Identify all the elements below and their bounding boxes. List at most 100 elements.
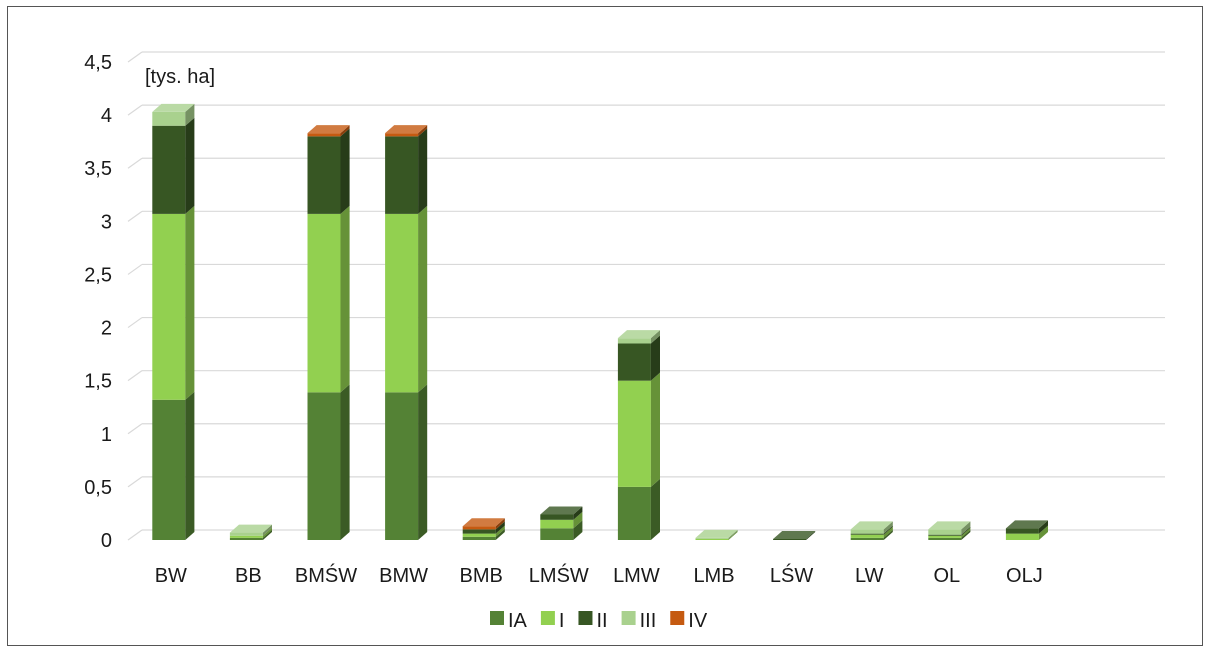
bar-segment-I — [540, 511, 583, 529]
bar-front — [695, 537, 729, 539]
bar-side — [650, 372, 660, 487]
y-tick-label: 3,5 — [84, 158, 112, 180]
bar-top — [928, 521, 971, 530]
x-tick-label: LMŚW — [529, 563, 589, 587]
bar-segment-II — [385, 128, 428, 214]
bar-side — [340, 384, 350, 540]
bar-front — [617, 380, 651, 487]
bar-stack-OL — [928, 521, 971, 540]
legend-label: IV — [688, 610, 708, 632]
bar-segment-III — [617, 330, 660, 344]
bar-front — [617, 343, 651, 381]
bar-side — [185, 117, 195, 214]
bar-segment-IA — [307, 384, 350, 540]
gridline-side — [127, 157, 143, 169]
bar-segment-IV — [307, 125, 350, 137]
bar-front — [152, 399, 186, 540]
bar-stack-BMB — [462, 518, 505, 540]
bar-side — [573, 520, 583, 540]
bar-top — [462, 518, 505, 527]
gridline-side — [127, 210, 143, 222]
bar-front — [385, 213, 419, 393]
y-tick-label: 2 — [101, 318, 112, 340]
bar-front — [540, 514, 574, 520]
bar-front — [928, 535, 962, 538]
bar-front — [462, 529, 496, 534]
bar-segment-II — [307, 128, 350, 214]
bar-top — [773, 530, 816, 539]
y-tick-label: 4 — [101, 105, 112, 127]
bar-side — [340, 205, 350, 393]
bar-segment-I — [617, 372, 660, 487]
bar-side — [185, 205, 195, 400]
bar-segment-II — [1005, 520, 1048, 534]
bar-front — [540, 519, 574, 529]
bar-stack-LŚW — [773, 530, 816, 540]
bar-front — [462, 533, 496, 537]
bar-front — [850, 537, 884, 540]
bar-front — [385, 136, 419, 214]
legend-label: III — [640, 610, 657, 632]
bar-stack-LMW — [617, 330, 660, 540]
bar-front — [695, 538, 729, 540]
bar-segment-III — [850, 521, 893, 534]
bar-side — [573, 511, 583, 529]
legend-swatch — [540, 611, 555, 625]
bar-front — [229, 532, 263, 536]
bar-segment-III — [928, 521, 971, 535]
gridline-side — [127, 104, 143, 116]
bar-side — [806, 530, 816, 540]
y-tick-label: 1,5 — [84, 371, 112, 393]
bar-side — [262, 527, 272, 538]
bar-front — [152, 125, 186, 214]
bar-side — [1038, 520, 1048, 534]
bar-side — [418, 205, 428, 393]
legend-label: IA — [508, 610, 528, 632]
bar-side — [883, 521, 893, 534]
bar-side — [961, 521, 971, 535]
chart-frame — [7, 6, 1203, 646]
bar-front — [229, 535, 263, 538]
bar-segment-I — [462, 525, 505, 537]
legend-swatch — [490, 611, 504, 625]
bar-side — [573, 506, 583, 520]
bar-top — [850, 521, 893, 530]
bar-side — [961, 526, 971, 536]
gridline-side — [127, 51, 143, 63]
legend-swatch — [578, 611, 593, 625]
bar-front — [307, 392, 341, 540]
x-tick-label: OLJ — [1006, 565, 1043, 587]
bar-segment-IA — [385, 384, 428, 540]
bar-front — [928, 529, 962, 535]
y-tick-label: 1 — [101, 424, 112, 446]
bars-layer — [152, 103, 1048, 540]
bar-segment-II — [462, 521, 505, 534]
bar-side — [1038, 525, 1048, 540]
bar-segment-III — [229, 524, 272, 536]
bar-segment-II — [773, 530, 816, 540]
bar-stack-LMŚW — [540, 506, 583, 540]
bar-front — [928, 537, 962, 540]
bar-segment-IA — [850, 529, 893, 540]
x-tick-label: LŚW — [770, 563, 813, 587]
bar-front — [307, 133, 341, 137]
gridline-side — [127, 476, 143, 488]
legend-item-IV: IV — [670, 610, 708, 632]
bar-segment-IA — [617, 478, 660, 540]
bar-top — [617, 330, 660, 339]
bar-segment-II — [152, 117, 195, 214]
bar-top — [385, 125, 428, 134]
bar-front — [307, 136, 341, 214]
bar-segment-II — [617, 335, 660, 381]
bar-side — [262, 529, 272, 540]
bar-segment-III — [152, 103, 195, 126]
bar-side — [728, 529, 738, 539]
bar-side — [495, 521, 505, 534]
bar-front — [850, 529, 884, 534]
bar-segment-I — [850, 526, 893, 538]
bar-side — [961, 529, 971, 540]
bar-side — [495, 518, 505, 530]
bar-side — [650, 330, 660, 344]
bar-side — [728, 530, 738, 540]
